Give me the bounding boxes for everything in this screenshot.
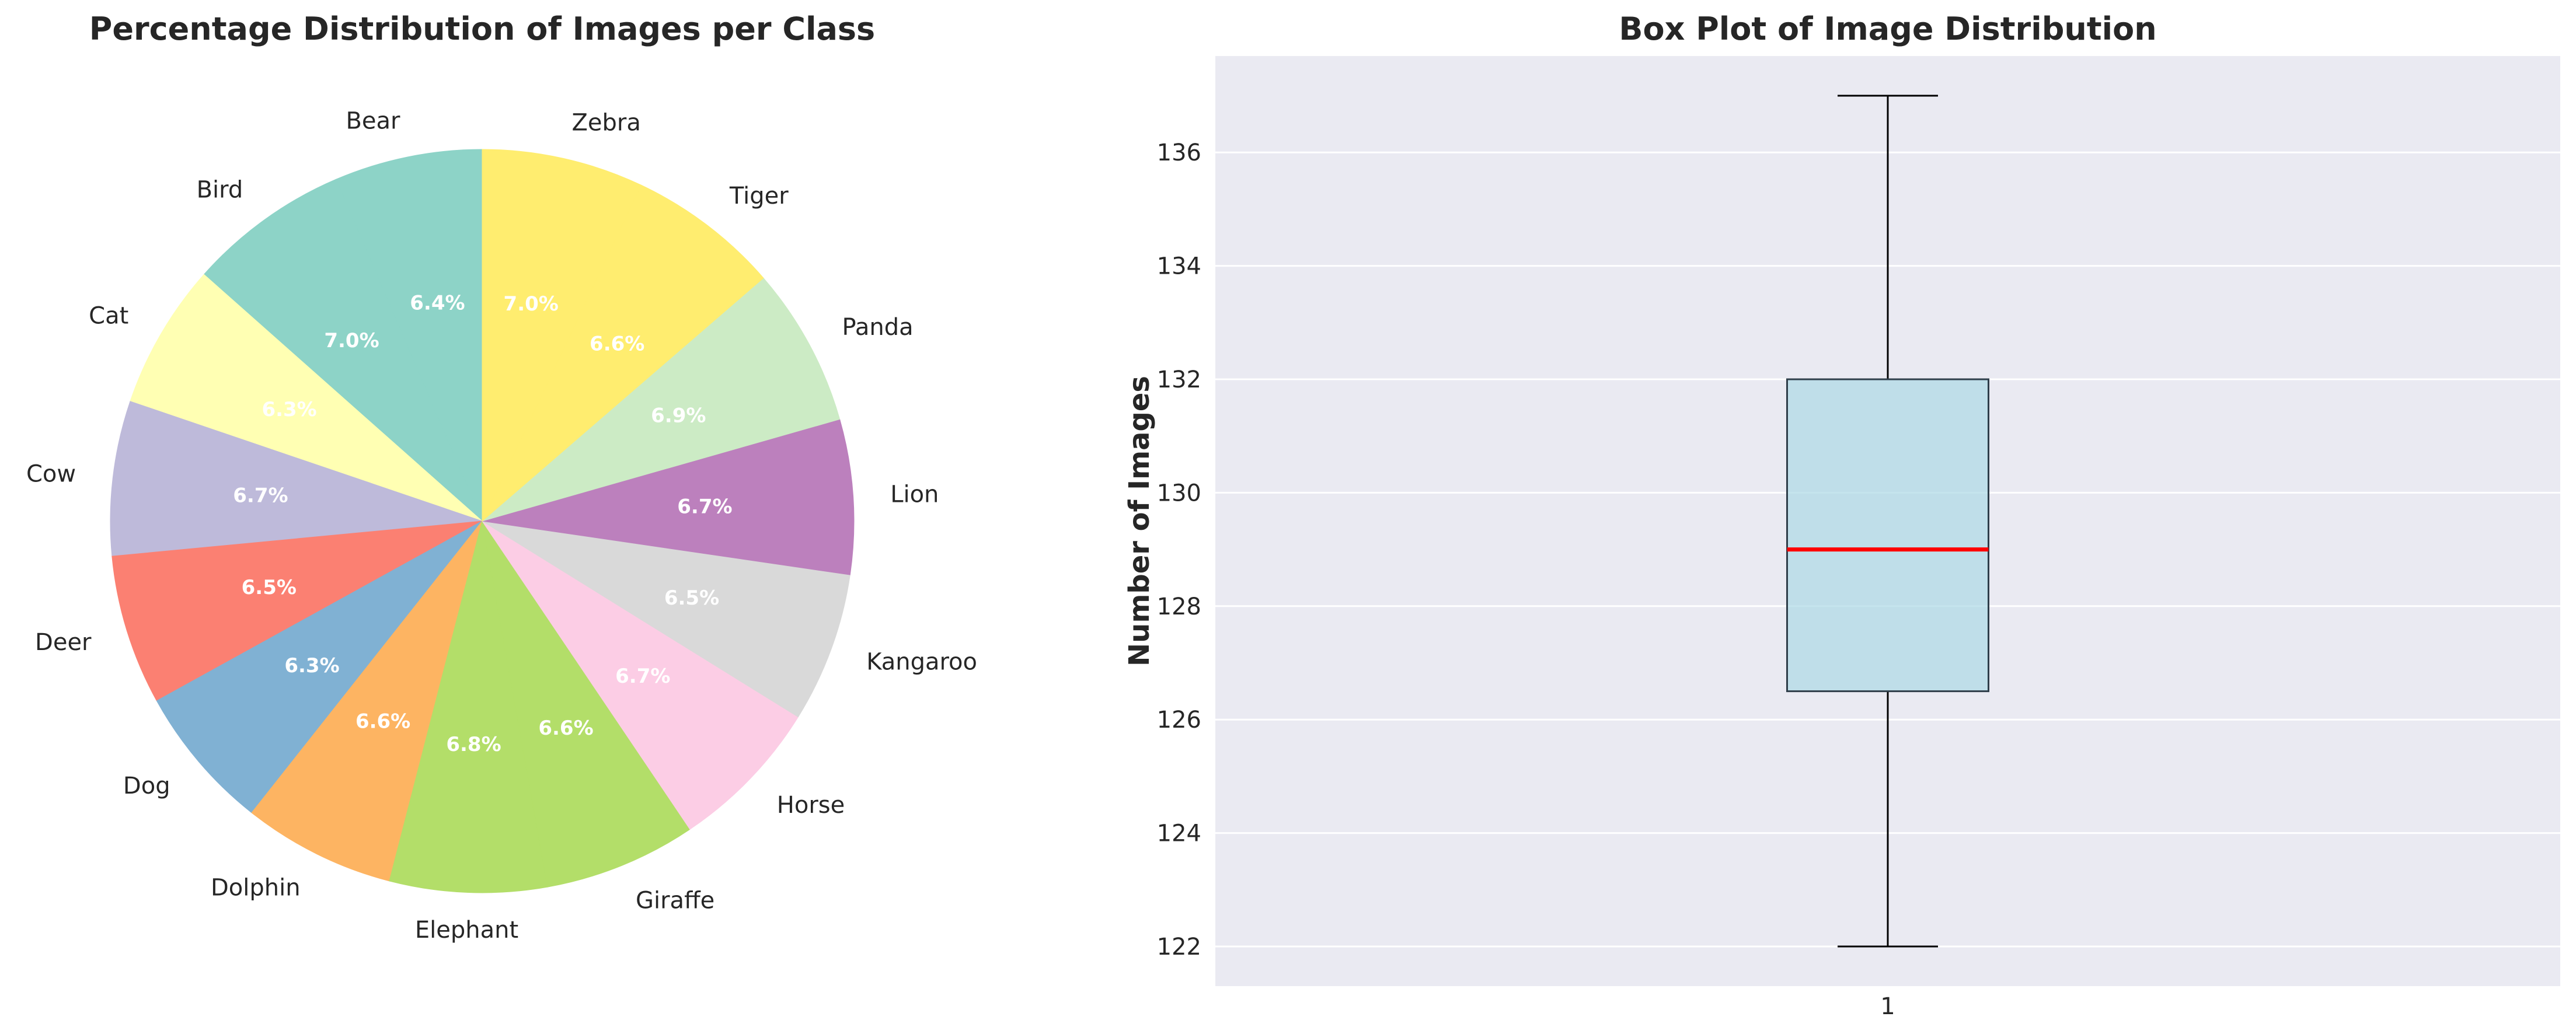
pie-pct-label-cow: 6.7%	[233, 484, 288, 508]
pie-slice-bird	[203, 179, 483, 522]
y-tick-label-134: 134	[1157, 253, 1201, 280]
y-tick-label-126: 126	[1157, 707, 1201, 733]
pie-slice-cat	[130, 274, 483, 522]
y-axis-label: Number of Images	[1123, 376, 1156, 666]
pie-pct-label-horse: 6.7%	[615, 665, 670, 688]
pie-pct-label-giraffe: 6.6%	[538, 717, 593, 740]
pie-slice-zebra	[482, 149, 642, 522]
pie-pct-label-lion: 6.7%	[677, 495, 732, 519]
pie-slice-dog	[156, 521, 483, 813]
pie-pct-label-panda: 6.9%	[651, 404, 706, 427]
pie-pct-label-dog: 6.3%	[284, 654, 339, 677]
pie-label-giraffe: Giraffe	[636, 888, 714, 914]
pie-label-zebra: Zebra	[572, 109, 641, 136]
pie-slice-kangaroo	[482, 521, 850, 718]
pie-pct-label-zebra: 7.0%	[504, 292, 559, 316]
pie-label-elephant: Elephant	[415, 917, 518, 944]
pie-pct-label-elephant: 6.8%	[446, 733, 501, 756]
pie-slice-panda	[482, 277, 841, 522]
pie-pct-label-deer: 6.5%	[242, 576, 297, 599]
pie-slice-horse	[482, 521, 799, 830]
pie-pct-label-tiger: 6.6%	[590, 333, 644, 356]
pie-chart-title: Percentage Distribution of Images per Cl…	[89, 11, 875, 47]
y-tick-label-124: 124	[1157, 820, 1201, 847]
pie-label-cat: Cat	[89, 303, 128, 330]
pie-label-lion: Lion	[890, 481, 939, 508]
box-plot-marks	[1786, 95, 1989, 948]
pie-label-dog: Dog	[123, 773, 170, 799]
pie-label-bird: Bird	[197, 177, 243, 204]
pie-slice-cow	[110, 401, 483, 557]
pie-label-dolphin: Dolphin	[211, 875, 301, 902]
pie-label-cow: Cow	[26, 460, 76, 487]
y-tick-label-132: 132	[1157, 366, 1201, 393]
pie-label-tiger: Tiger	[729, 183, 789, 209]
pie-pct-label-kangaroo: 6.5%	[664, 586, 719, 610]
y-tick-label-122: 122	[1157, 934, 1201, 960]
y-tick-labels: 122 124 126 128 130 132 134 136	[1157, 139, 1201, 960]
pie-slice-deer	[111, 521, 483, 701]
pie-label-bear: Bear	[346, 108, 400, 135]
x-tick-label: 1	[1880, 993, 1895, 1020]
pie-slices	[110, 149, 855, 893]
pie-label-deer: Deer	[35, 629, 92, 656]
pie-slice-lion	[482, 418, 855, 575]
y-tick-label-136: 136	[1157, 139, 1201, 166]
pie-pct-label-bird: 7.0%	[324, 329, 379, 352]
pie-label-horse: Horse	[777, 792, 845, 819]
box-plot-title: Box Plot of Image Distribution	[1619, 11, 2156, 47]
pie-slice-giraffe	[482, 521, 691, 888]
y-tick-label-130: 130	[1157, 480, 1201, 506]
pie-slice-elephant	[389, 521, 548, 893]
pie-slice-tiger	[482, 184, 764, 522]
pie-label-panda: Panda	[842, 314, 914, 341]
box-plot-chart: Box Plot of Image Distribution 122 124 126…	[1123, 11, 2560, 1020]
pie-slice-dolphin	[251, 521, 483, 882]
pie-label-kangaroo: Kangaroo	[866, 648, 977, 675]
pie-chart: Percentage Distribution of Images per Cl…	[26, 11, 977, 944]
pie-slice-bear	[336, 149, 483, 522]
pie-pct-label-bear: 6.4%	[410, 292, 465, 315]
pie-pct-label-dolphin: 6.6%	[355, 710, 410, 733]
iqr-box	[1786, 378, 1989, 693]
y-tick-label-128: 128	[1157, 593, 1201, 620]
pie-pct-label-cat: 6.3%	[262, 398, 316, 421]
pie-labels: Bear 6.4% Bird 7.0% Cat 6.3% Cow 6.7% Deer 6.5% Do…	[26, 108, 977, 944]
